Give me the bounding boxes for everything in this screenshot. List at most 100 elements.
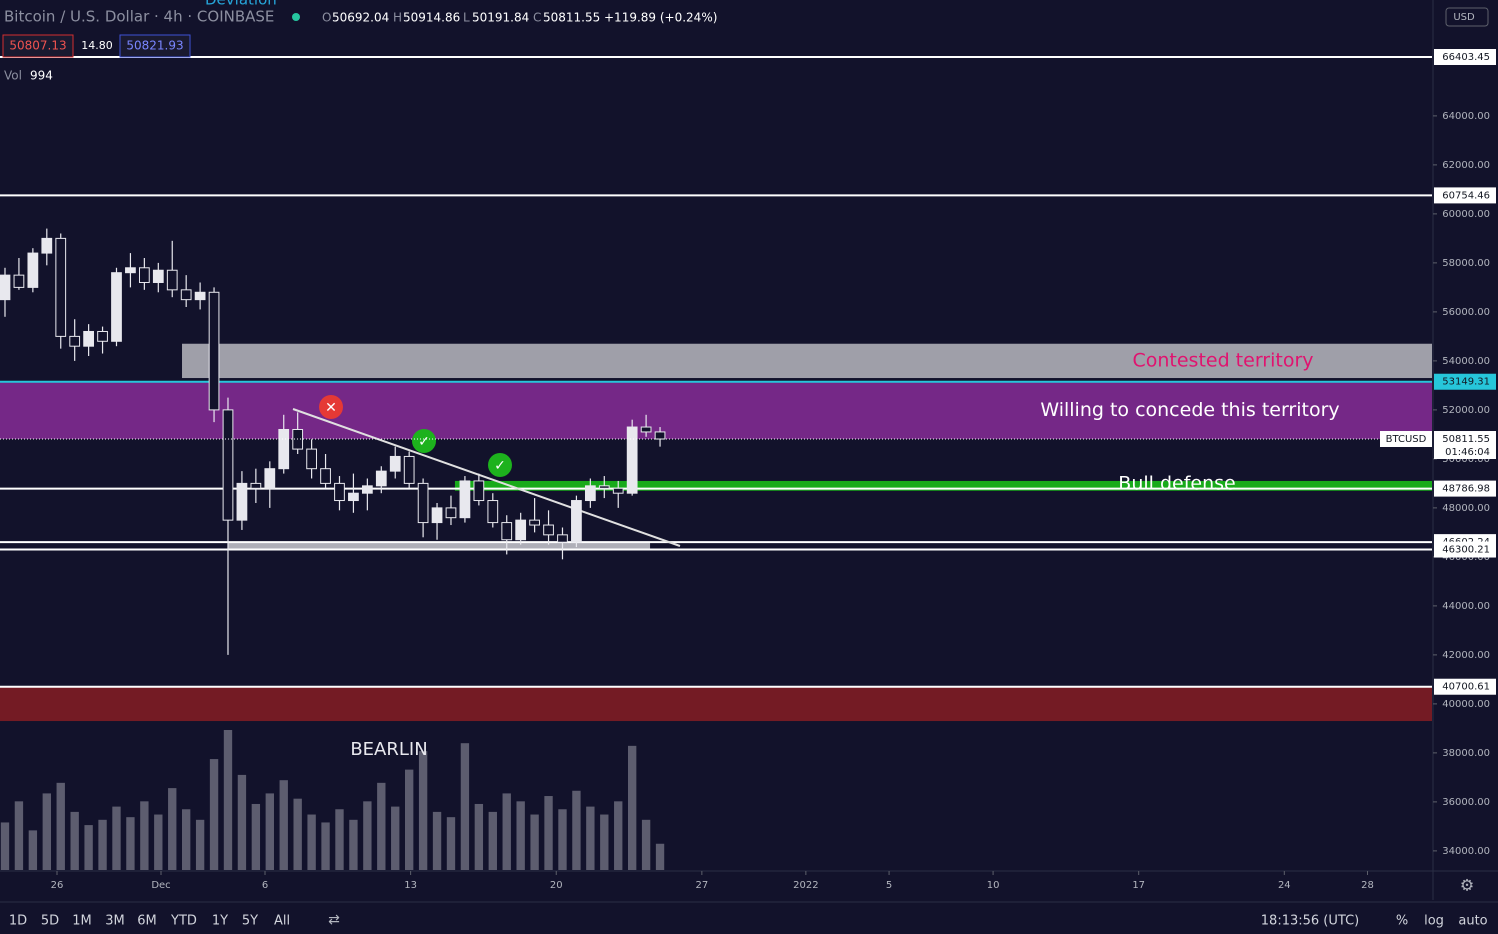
ohlc-label: L [463,11,470,25]
level-label-box [1434,541,1496,558]
candle-body [445,507,457,519]
ohlc-value: 50811.55 [543,11,600,25]
volume-bar [627,745,637,870]
marker [488,453,512,477]
candle-body [501,522,513,541]
volume-bar [112,806,121,870]
marker [412,429,436,453]
zone [0,381,1432,440]
candle-body [487,500,499,524]
ohlc-label: C [533,11,541,25]
volume-bar [641,819,651,870]
candle-body [320,468,331,484]
volume-bar [544,796,553,870]
candle-body [348,492,359,502]
ohlc-value: 50191.84 [472,11,529,25]
candle-body [27,252,39,288]
candle-body [180,289,192,301]
settings-icon[interactable]: ⚙ [1460,876,1474,895]
ohlc-change: +119.89 (+0.24%) [604,11,717,25]
marker [319,395,343,419]
bid: 50807.13 [9,39,66,53]
range-button[interactable]: YTD [170,914,197,929]
y-tick-label: 58000.00 [1442,258,1490,269]
volume-bar [42,793,51,870]
volume-bar [195,819,205,870]
last-price: 50811.55 [1442,434,1490,445]
range-button[interactable]: 5Y [242,914,258,929]
volume-bar [168,788,177,870]
volume-bar [126,817,135,870]
x-tick-label: 6 [262,880,268,891]
candle-body [459,480,471,519]
currency[interactable]: USD [1453,12,1475,23]
y-tick-label: 34000.00 [1442,846,1490,857]
volume-bar [460,743,470,870]
range-button[interactable]: All [274,914,290,929]
volume-bar [432,811,442,870]
range-button[interactable]: 1Y [212,914,228,929]
ask-box [119,34,191,58]
volume-bar [56,782,65,870]
ohlc-value: 50914.86 [403,11,460,25]
last-price-box [1434,431,1496,460]
note: BEARLIN [350,739,427,760]
candle-body [250,482,262,489]
candle-body [557,534,568,543]
zone-label: Contested territory [1132,349,1313,371]
volume-bar [363,801,372,870]
level-label-box [1434,678,1496,695]
compare-icon-glyph[interactable]: ⇄ [328,912,340,928]
candle-body [97,330,108,342]
level-label-box [1434,480,1496,497]
volume-bar [586,806,595,870]
candle-body [222,409,234,521]
volume-bar [181,809,191,870]
y-tick-label: 44000.00 [1442,601,1490,612]
range-button[interactable]: 6M [137,914,157,929]
y-tick-label: 48000.00 [1442,503,1490,514]
candle-body [571,500,582,543]
volume-bar [84,825,93,870]
volume-bar [600,814,609,870]
volume-bar [321,822,330,870]
range-button[interactable]: 1D [9,914,27,929]
range-button[interactable]: 1M [72,914,92,929]
zone [454,480,1433,491]
candle-body [264,468,276,489]
volume-bar [279,780,288,870]
zone [0,686,1432,722]
plot: Contested territory Willing to concede th… [0,56,1433,870]
range-button[interactable]: 5D [41,914,59,929]
level-label-box [1434,49,1496,66]
y-tick-label: 60000.00 [1442,209,1490,220]
level-label: 48786.98 [1442,484,1490,495]
x-tick-label: 27 [695,880,708,891]
range-button[interactable]: 3M [105,914,125,929]
level-label: 60754.46 [1442,190,1490,201]
y-tick-label: 54000.00 [1442,356,1490,367]
currency-button[interactable] [1445,7,1489,27]
volume-bar [209,759,219,870]
y-tick-label: 50000.00 [1442,454,1490,465]
candle-body [0,274,11,301]
candle-body [111,272,122,342]
volume-bar [154,814,163,870]
toggle-button[interactable]: log [1424,914,1444,929]
candle-body [194,291,206,301]
candle-body [515,519,527,541]
volume-bar [516,801,525,870]
volume-bar [237,774,247,870]
x-tick-label: 13 [404,880,417,891]
zone [182,343,1433,379]
ohlc-label: H [393,11,402,25]
y-tick-label: 56000.00 [1442,307,1490,318]
volume-bar [335,809,344,870]
toggle-button[interactable]: % [1396,914,1408,929]
candle-body [83,330,94,347]
toggle-button[interactable]: auto [1458,914,1487,929]
x-tick-label: 24 [1278,880,1291,891]
x-tick-label: 28 [1361,880,1374,891]
